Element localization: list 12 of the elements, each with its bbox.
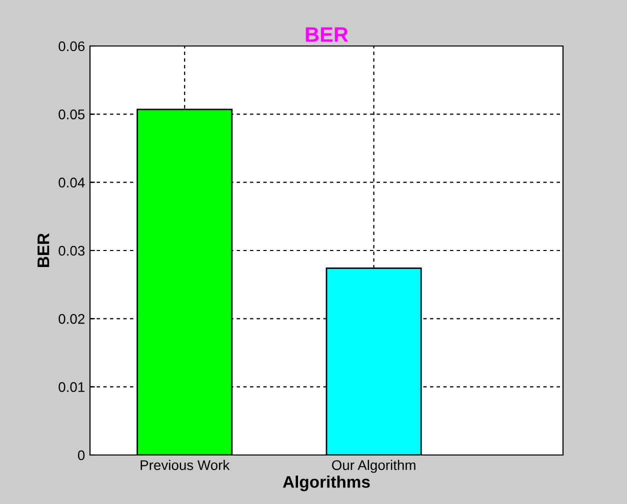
y-tick-label: 0.03 [58, 246, 85, 256]
y-tick-label: 0.06 [58, 41, 85, 52]
chart-title: BER [306, 27, 348, 42]
y-tick-label: 0.04 [58, 178, 85, 188]
y-tick-label: 0.05 [58, 110, 85, 120]
x-tick-label: Previous Work [140, 460, 230, 470]
x-axis-title: Algorithms [282, 476, 370, 492]
y-tick-label: 0 [78, 450, 85, 460]
x-tick-label: Our Algorithm [332, 460, 416, 473]
y-tick-label: 0.01 [58, 382, 84, 392]
y-tick-label: 0.02 [58, 314, 84, 324]
y-axis-title: BER [38, 233, 50, 267]
